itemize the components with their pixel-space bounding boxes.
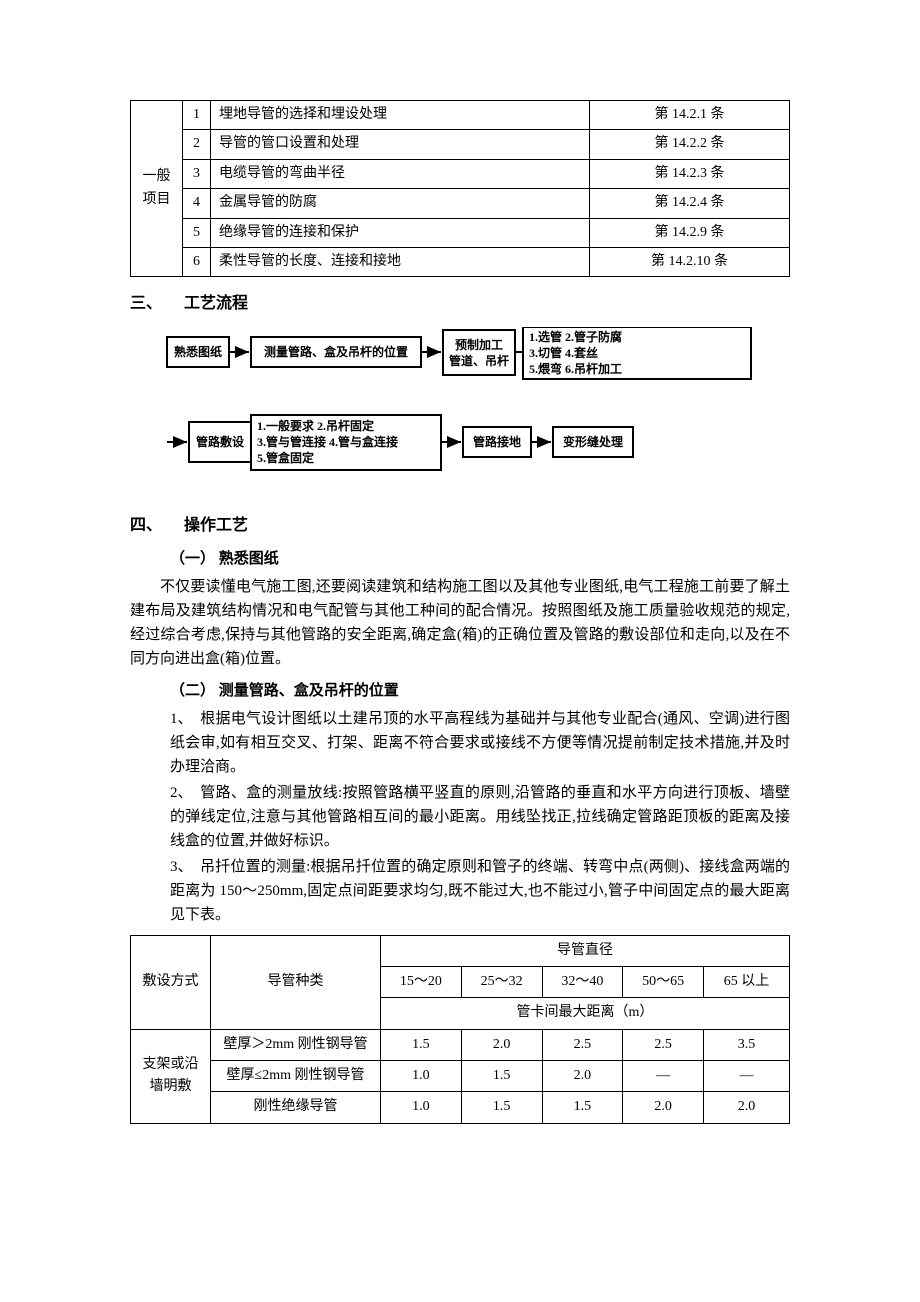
row-num: 6 (183, 247, 211, 276)
row-ref: 第 14.2.2 条 (590, 130, 790, 159)
val-cell: 1.5 (461, 1092, 542, 1123)
paragraph-1: 不仅要读懂电气施工图,还要阅读建筑和结构施工图以及其他专业图纸,电气工程施工前要… (130, 575, 790, 671)
th-sub: 管卡间最大距离（m） (381, 998, 790, 1029)
dia-col: 32～40 (542, 966, 623, 997)
row-desc: 柔性导管的长度、连接和接地 (211, 247, 590, 276)
flow-box-4b: 3.切管 4.套丝 (529, 345, 598, 360)
type-cell: 壁厚≤2mm 刚性钢导管 (211, 1061, 381, 1092)
flow-box-5d3: 5.管盒固定 (257, 450, 314, 465)
th-lay: 敷设方式 (131, 935, 211, 1029)
section-num: 四、 (130, 513, 180, 539)
flow-box-5d2: 3.管与管连接 4.管与盒连接 (257, 434, 398, 449)
val-cell: 3.5 (704, 1029, 790, 1060)
val-cell: 2.0 (461, 1029, 542, 1060)
val-cell: 1.5 (461, 1061, 542, 1092)
section-title: 操作工艺 (184, 517, 248, 534)
flow-box-5d1: 1.一般要求 2.吊杆固定 (257, 418, 374, 433)
numbered-list: 1、根据电气设计图纸以土建吊顶的水平高程线为基础并与其他专业配合(通风、空调)进… (170, 707, 790, 927)
val-cell: 1.5 (381, 1029, 462, 1060)
general-items-table: 一般项目 1 埋地导管的选择和埋设处理 第 14.2.1 条 2 导管的管口设置… (130, 100, 790, 277)
dia-col: 25～32 (461, 966, 542, 997)
row-desc: 导管的管口设置和处理 (211, 130, 590, 159)
row-desc: 金属导管的防腐 (211, 189, 590, 218)
row-ref: 第 14.2.10 条 (590, 247, 790, 276)
row-num: 1 (183, 101, 211, 130)
list-item: 3、吊扦位置的测量:根据吊扦位置的确定原则和管子的终端、转弯中点(两侧)、接线盒… (170, 855, 790, 927)
lay-cell: 支架或沿墙明敷 (131, 1029, 211, 1123)
subheading-1: （一） 熟悉图纸 (170, 547, 790, 571)
val-cell: 1.0 (381, 1061, 462, 1092)
row-ref: 第 14.2.9 条 (590, 218, 790, 247)
flow-box-4c: 5.煨弯 6.吊杆加工 (529, 361, 622, 376)
flowchart: 熟悉图纸 测量管路、盒及吊杆的位置 预制加工 管道、吊杆 1.选管 2.管子防腐… (130, 327, 790, 497)
list-item: 1、根据电气设计图纸以土建吊顶的水平高程线为基础并与其他专业配合(通风、空调)进… (170, 707, 790, 779)
val-cell: 1.0 (381, 1092, 462, 1123)
val-cell: 2.5 (542, 1029, 623, 1060)
row-desc: 绝缘导管的连接和保护 (211, 218, 590, 247)
subheading-2: （二） 测量管路、盒及吊杆的位置 (170, 679, 790, 703)
dia-col: 50～65 (623, 966, 704, 997)
flow-box-3a: 预制加工 (455, 337, 503, 352)
category-cell: 一般项目 (131, 101, 183, 277)
flow-box-5: 管路敷设 (196, 434, 245, 449)
row-num: 5 (183, 218, 211, 247)
sub-num: （一） (170, 551, 215, 567)
val-cell: — (704, 1061, 790, 1092)
flow-box-3b: 管道、吊杆 (449, 353, 509, 368)
row-ref: 第 14.2.1 条 (590, 101, 790, 130)
flow-box-6: 管路接地 (473, 434, 521, 449)
flow-box-4a: 1.选管 2.管子防腐 (529, 329, 622, 344)
dia-col: 15～20 (381, 966, 462, 997)
sub-title: 熟悉图纸 (219, 551, 279, 567)
dia-col: 65 以上 (704, 966, 790, 997)
flowchart-svg: 熟悉图纸 测量管路、盒及吊杆的位置 预制加工 管道、吊杆 1.选管 2.管子防腐… (165, 327, 755, 497)
val-cell: 1.5 (542, 1092, 623, 1123)
val-cell: 2.5 (623, 1029, 704, 1060)
row-num: 2 (183, 130, 211, 159)
flow-box-7: 变形缝处理 (563, 434, 623, 449)
section-3-heading: 三、 工艺流程 (130, 291, 790, 317)
list-item: 2、管路、盒的测量放线:按照管路横平竖直的原则,沿管路的垂直和水平方向进行顶板、… (170, 781, 790, 853)
row-num: 3 (183, 159, 211, 188)
th-type: 导管种类 (211, 935, 381, 1029)
val-cell: — (623, 1061, 704, 1092)
row-desc: 埋地导管的选择和埋设处理 (211, 101, 590, 130)
flow-box-2: 测量管路、盒及吊杆的位置 (264, 344, 408, 359)
sub-title: 测量管路、盒及吊杆的位置 (219, 683, 399, 699)
val-cell: 2.0 (542, 1061, 623, 1092)
type-cell: 壁厚＞2mm 刚性钢导管 (211, 1029, 381, 1060)
spec-table: 敷设方式 导管种类 导管直径 15～20 25～32 32～40 50～65 6… (130, 935, 790, 1124)
type-cell: 刚性绝缘导管 (211, 1092, 381, 1123)
section-4-heading: 四、 操作工艺 (130, 513, 790, 539)
sub-num: （二） (170, 683, 215, 699)
row-ref: 第 14.2.4 条 (590, 189, 790, 218)
flow-box-1: 熟悉图纸 (174, 344, 222, 359)
row-desc: 电缆导管的弯曲半径 (211, 159, 590, 188)
val-cell: 2.0 (623, 1092, 704, 1123)
row-ref: 第 14.2.3 条 (590, 159, 790, 188)
val-cell: 2.0 (704, 1092, 790, 1123)
section-num: 三、 (130, 291, 180, 317)
th-dia: 导管直径 (381, 935, 790, 966)
section-title: 工艺流程 (184, 295, 248, 312)
row-num: 4 (183, 189, 211, 218)
